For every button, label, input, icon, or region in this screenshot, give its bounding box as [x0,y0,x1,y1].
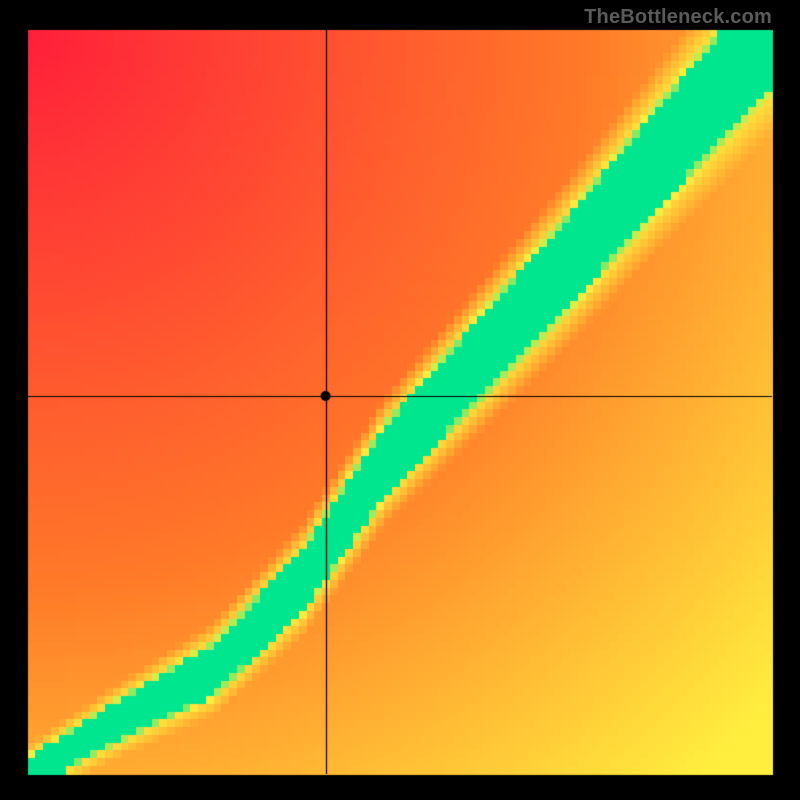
watermark-text: TheBottleneck.com [584,6,772,29]
heatmap-canvas [0,0,800,800]
chart-container: TheBottleneck.com [0,0,800,800]
